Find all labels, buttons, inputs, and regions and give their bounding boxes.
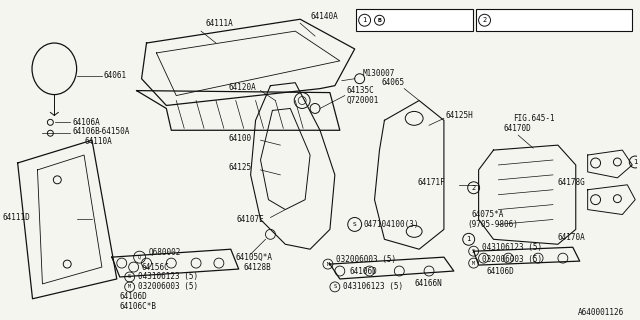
Text: 64105Q*A: 64105Q*A (236, 253, 273, 262)
Text: 64075*B: 64075*B (497, 12, 526, 18)
Text: S: S (333, 284, 337, 289)
Text: S: S (353, 222, 356, 227)
Text: S: S (472, 249, 476, 254)
Text: M: M (472, 260, 475, 266)
Text: 64075*A: 64075*A (472, 210, 504, 219)
Text: -64150A: -64150A (98, 127, 131, 136)
Text: 1: 1 (362, 17, 367, 23)
Text: 64128B: 64128B (244, 263, 271, 272)
Text: 64111D: 64111D (3, 213, 31, 222)
Text: M: M (128, 284, 131, 289)
Text: S: S (128, 275, 131, 279)
Text: 64106D: 64106D (486, 267, 515, 276)
Text: 64178G: 64178G (558, 178, 586, 187)
Text: 047104100(3): 047104100(3) (364, 220, 419, 229)
Text: 1: 1 (633, 159, 637, 165)
Text: 64065: 64065 (381, 78, 404, 87)
Text: M130007: M130007 (363, 69, 395, 78)
Text: A640001126: A640001126 (578, 308, 624, 317)
Text: 043106123 (5): 043106123 (5) (481, 243, 541, 252)
Text: 64110A: 64110A (84, 137, 112, 146)
Text: (9705-9806): (9705-9806) (468, 220, 518, 229)
Text: 64166N: 64166N (414, 279, 442, 288)
Text: 011308160(6): 011308160(6) (387, 17, 437, 23)
Text: 043106123 (5): 043106123 (5) (138, 272, 198, 282)
Text: 64106D: 64106D (120, 292, 147, 301)
Text: FIG.645-1: FIG.645-1 (513, 114, 555, 123)
Bar (476, 9, 632, 31)
Text: 64125: 64125 (228, 164, 252, 172)
Text: (9807-    ): (9807- ) (545, 22, 592, 29)
Text: M: M (326, 261, 330, 267)
Text: 64171F: 64171F (417, 178, 445, 187)
Text: 64106D: 64106D (349, 267, 378, 276)
Text: (9705-9806): (9705-9806) (545, 12, 592, 18)
Text: 64170D: 64170D (504, 124, 531, 133)
Text: 2: 2 (472, 185, 476, 191)
Text: 032006003 (5): 032006003 (5) (481, 255, 541, 264)
Text: 64140A: 64140A (310, 12, 338, 21)
Text: 64106C*B: 64106C*B (120, 302, 157, 311)
Text: 64061: 64061 (104, 71, 127, 80)
Text: 64107E: 64107E (237, 215, 264, 224)
Text: 032006003 (5): 032006003 (5) (138, 282, 198, 292)
Text: 2: 2 (483, 17, 486, 23)
Text: 64100: 64100 (228, 134, 252, 143)
Text: 64106B: 64106B (72, 127, 100, 136)
Text: 64075*C: 64075*C (497, 23, 526, 29)
Bar (356, 9, 473, 31)
Text: 64125H: 64125H (446, 111, 474, 120)
Text: 043106123 (5): 043106123 (5) (343, 282, 403, 292)
Text: 64170A: 64170A (558, 233, 586, 242)
Text: 64111A: 64111A (206, 19, 234, 28)
Text: 64156C: 64156C (141, 263, 170, 272)
Text: 64106A: 64106A (72, 118, 100, 127)
Text: 032006003 (5): 032006003 (5) (336, 255, 396, 264)
Text: Q680002: Q680002 (148, 248, 181, 257)
Text: Q: Q (138, 255, 141, 260)
Text: Q720001: Q720001 (347, 96, 379, 105)
Text: 64135C: 64135C (347, 86, 374, 95)
Text: B: B (378, 18, 381, 23)
Text: 64120A: 64120A (228, 83, 257, 92)
Text: 1: 1 (467, 236, 471, 242)
